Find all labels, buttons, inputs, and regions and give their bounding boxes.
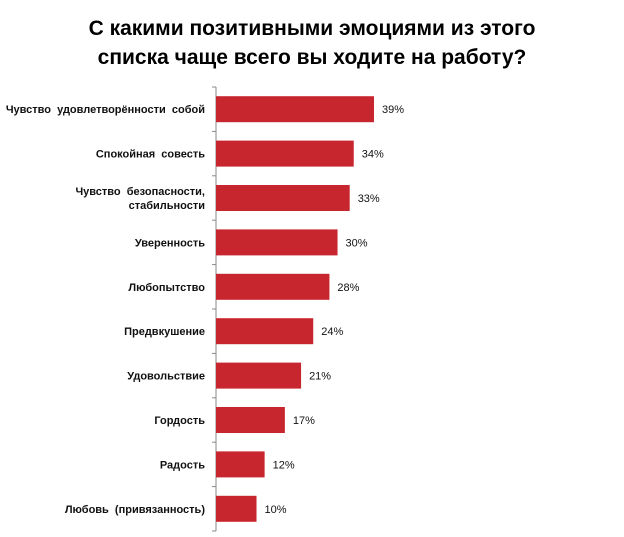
bar <box>216 407 285 433</box>
bar <box>216 362 302 389</box>
chart-title: С какими позитивными эмоциями из этого с… <box>88 17 536 69</box>
bar <box>216 229 338 256</box>
bars-group: Чувство удовлетворённости собой 39% Спокой… <box>6 86 404 532</box>
category-label: Гордость <box>154 415 205 427</box>
category-label: Любовь (привязанность) <box>65 504 206 516</box>
value-label: 24% <box>321 326 343 338</box>
value-label: 34% <box>362 149 384 161</box>
category-label: Удовольствие <box>127 371 205 383</box>
category-label: Уверенность <box>135 237 205 249</box>
value-label: 21% <box>309 371 331 383</box>
bar <box>216 140 354 167</box>
bar <box>216 318 314 345</box>
bar <box>216 451 265 478</box>
bar <box>216 96 374 123</box>
bar <box>216 185 350 211</box>
bar <box>216 273 330 300</box>
bar <box>216 495 257 522</box>
value-label: 28% <box>337 282 359 294</box>
category-label: Чувство безопасности, стабильности <box>75 186 205 212</box>
category-label: Любопытство <box>128 282 205 294</box>
value-label: 30% <box>346 237 368 249</box>
value-label: 17% <box>293 415 315 427</box>
category-label: Спокойная совесть <box>96 149 205 161</box>
value-label: 33% <box>358 193 380 205</box>
value-label: 12% <box>273 459 295 471</box>
category-label: Чувство удовлетворённости собой <box>6 104 205 116</box>
value-label: 39% <box>382 104 404 116</box>
category-label: Предвкушение <box>124 326 205 338</box>
category-label: Радость <box>160 459 205 471</box>
value-label: 10% <box>265 504 287 516</box>
